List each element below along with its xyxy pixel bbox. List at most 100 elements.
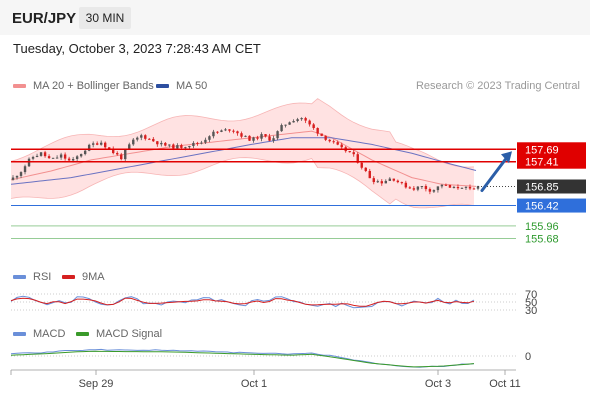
candle-body: [168, 144, 171, 146]
candle-body: [47, 156, 51, 159]
candle-body: [440, 184, 444, 187]
candle-body: [156, 141, 159, 145]
candle-body: [340, 144, 343, 148]
candle-body: [352, 152, 355, 155]
candle-body: [31, 156, 35, 159]
bollinger-band: [11, 98, 474, 208]
candle-body: [148, 138, 151, 140]
legend-macd: MACD: [13, 328, 65, 340]
rsi-swatch-icon: [13, 275, 26, 280]
rsi-level-label-50: 50: [525, 297, 537, 309]
candle-body: [264, 134, 267, 137]
candle-body: [51, 157, 55, 159]
candle-body: [408, 187, 412, 189]
macd-swatch-icon: [13, 332, 26, 337]
candle-body: [476, 186, 480, 189]
forecast-arrow: [480, 155, 509, 192]
candle-body: [208, 136, 211, 140]
candle-body: [87, 144, 91, 151]
candle-body: [376, 181, 379, 183]
candle-body: [79, 154, 83, 157]
candle-body: [35, 155, 39, 157]
candle-body: [400, 182, 404, 184]
candle-body: [144, 135, 147, 139]
candle-body: [448, 184, 452, 188]
candle-body: [388, 178, 392, 181]
candle-body: [132, 139, 135, 145]
candle-body: [188, 146, 191, 148]
candle-body: [236, 131, 239, 134]
candle-body: [472, 188, 476, 190]
candle-body: [464, 186, 468, 188]
candle-body: [260, 134, 263, 139]
price-label-bg: [517, 154, 586, 169]
price-label-156.42: 156.42: [525, 201, 559, 213]
candle-body: [232, 130, 235, 132]
candle-body: [372, 178, 375, 183]
candle-body: [15, 175, 19, 178]
candle-body: [444, 184, 448, 186]
candle-body: [39, 152, 43, 156]
candle-body: [456, 186, 460, 189]
candle-body: [404, 182, 408, 188]
x-tick-label-oct-3: Oct 3: [425, 378, 451, 390]
candle-body: [248, 135, 251, 141]
candle-body: [116, 153, 119, 155]
candle-body: [452, 186, 456, 188]
candle-body: [19, 172, 23, 176]
candle-body: [292, 121, 295, 123]
candle-body: [240, 133, 243, 137]
rsi-ma-line: [10, 297, 475, 307]
candle-body: [23, 166, 27, 173]
candle-body: [360, 162, 363, 168]
legend-rsi-label: RSI: [33, 271, 52, 283]
candle-body: [140, 135, 143, 138]
candle-body: [368, 170, 371, 179]
rsi-ma-swatch-icon: [62, 275, 75, 280]
price-label-157.69: 157.69: [525, 144, 559, 156]
candle-body: [152, 138, 155, 142]
forecast-arrow-head-icon: [501, 151, 512, 164]
candle-body: [184, 147, 187, 149]
timeframe-badge[interactable]: 30 MIN: [79, 7, 131, 29]
candle-body: [428, 189, 432, 192]
candle-body: [320, 133, 323, 136]
candle-body: [280, 125, 283, 132]
candle-body: [288, 122, 291, 125]
price-label-bg: [517, 142, 586, 157]
ma50-swatch-icon: [156, 84, 169, 89]
candle-body: [224, 129, 227, 131]
candle-body: [204, 139, 207, 143]
candle-body: [308, 120, 311, 125]
legend-rsi-ma-label: 9MA: [82, 271, 105, 283]
candle-body: [272, 138, 275, 141]
candle-body: [392, 178, 396, 181]
candle-body: [172, 144, 175, 149]
candle-body: [348, 151, 351, 153]
candle-body: [300, 118, 303, 120]
candle-body: [196, 142, 199, 144]
candle-body: [83, 150, 87, 155]
ma20-line: [10, 130, 477, 187]
candle-body: [268, 136, 271, 141]
candle-body: [212, 131, 215, 137]
timestamp: Tuesday, October 3, 2023 7:28:43 AM CET: [13, 41, 261, 56]
candle-body: [256, 137, 259, 139]
candle-body: [160, 142, 163, 145]
candle-body: [332, 141, 335, 143]
candle-body: [95, 143, 99, 145]
legend-ma20: MA 20 + Bollinger Bands: [13, 80, 154, 92]
bollinger-upper-line: [10, 98, 475, 168]
candle-body: [75, 156, 79, 159]
candle-body: [424, 186, 428, 190]
candle-body: [216, 131, 219, 133]
ma20-swatch-icon: [13, 84, 26, 89]
candle-body: [200, 142, 203, 144]
candle-body: [412, 188, 416, 190]
rsi-level-label-70: 70: [525, 289, 537, 301]
candle-body: [164, 142, 167, 146]
candle-body: [104, 142, 107, 148]
candle-body: [356, 154, 359, 163]
candle-body: [396, 180, 400, 183]
